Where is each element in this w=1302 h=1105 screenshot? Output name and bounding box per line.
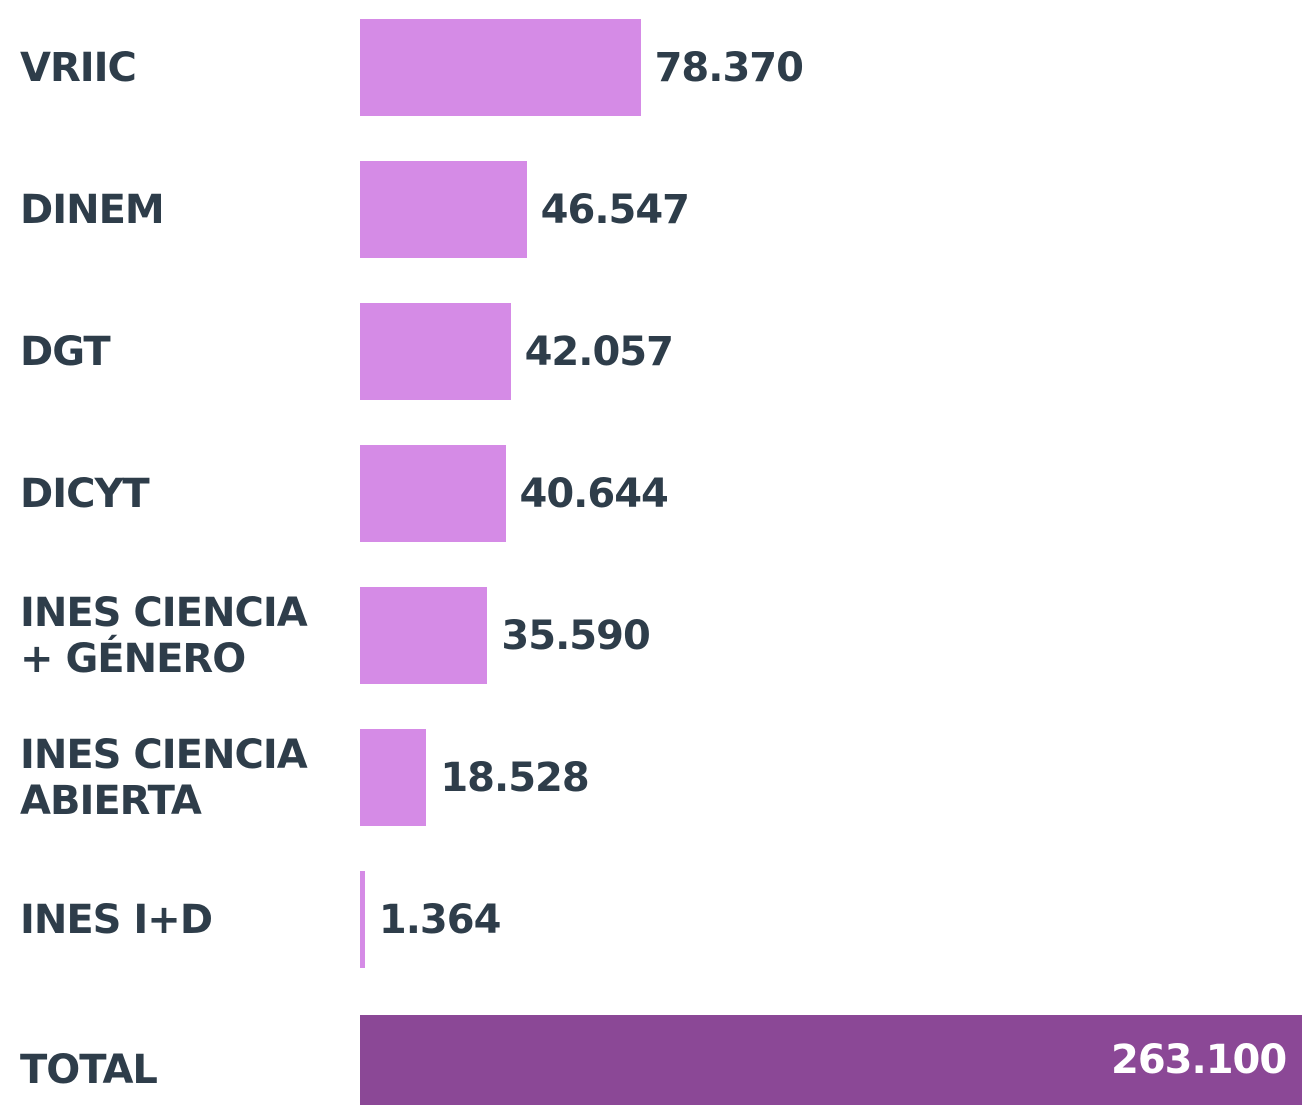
total-label: TOTAL [20, 1047, 158, 1093]
value-label: 1.364 [378, 896, 502, 943]
bar [360, 729, 427, 826]
category-label: VRIIC [20, 44, 137, 91]
bar [360, 445, 506, 542]
bar [360, 161, 527, 258]
category-label: DINEM [20, 186, 165, 233]
value-label: 35.590 [501, 612, 650, 659]
bar [360, 871, 365, 968]
category-label: INES CIENCIA ABIERTA [20, 731, 308, 824]
value-label: 40.644 [519, 470, 669, 517]
bar [360, 303, 511, 400]
total-bar [360, 1015, 1302, 1105]
category-label: INES I+D [20, 896, 213, 943]
total-value-label: 263.100 [1111, 1037, 1287, 1083]
category-label: DICYT [20, 470, 150, 517]
category-label: DGT [20, 328, 111, 375]
value-label: 42.057 [524, 328, 674, 375]
category-label: INES CIENCIA + GÉNERO [20, 589, 308, 682]
value-label: 46.547 [540, 186, 690, 233]
value-label: 18.528 [440, 754, 589, 801]
bar [360, 19, 641, 116]
value-label: 78.370 [654, 44, 804, 91]
bar [360, 587, 488, 684]
